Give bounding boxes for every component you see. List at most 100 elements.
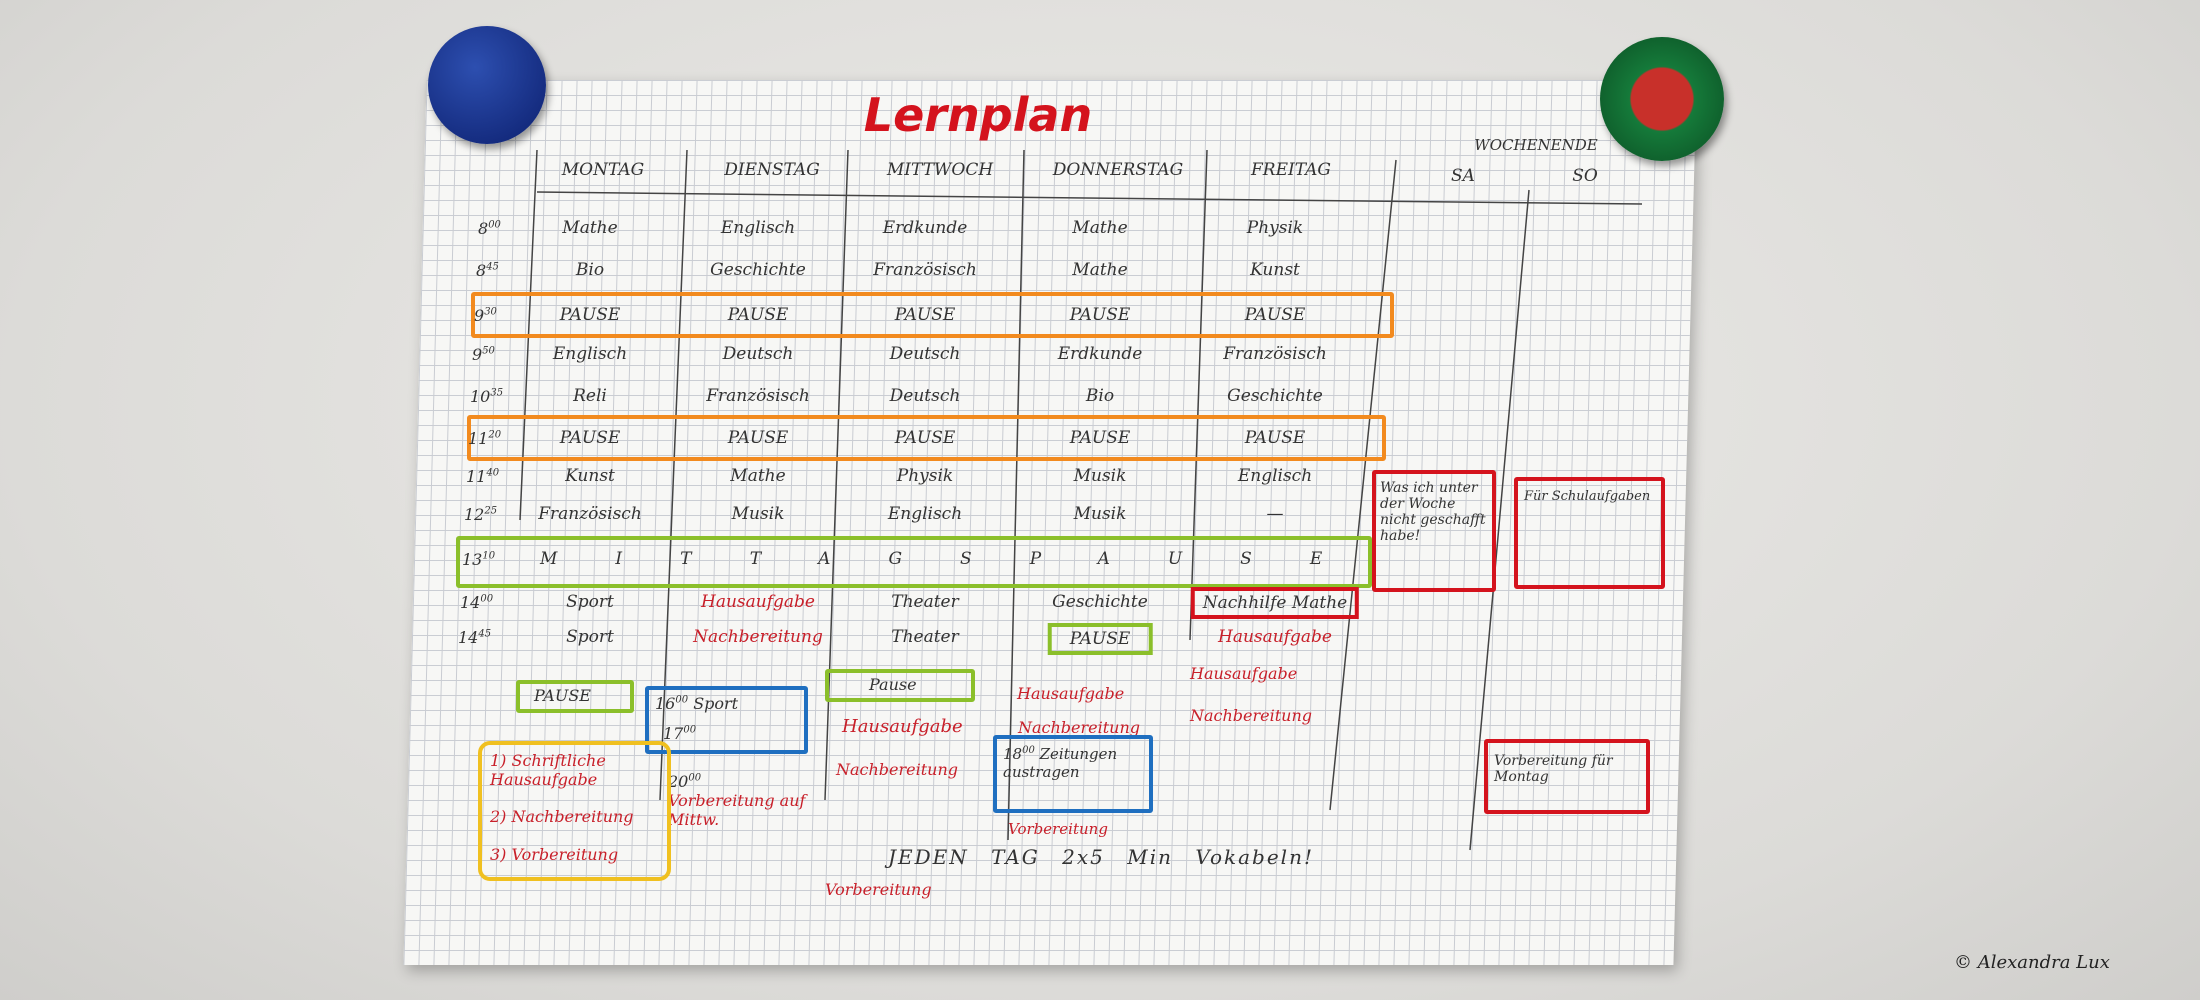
lesson: PAUSE bbox=[1069, 428, 1131, 448]
column-line bbox=[824, 149, 849, 801]
time-hour: 9 bbox=[474, 306, 485, 325]
lesson: — bbox=[1266, 504, 1284, 524]
note: 1800 Zeitungen austragen bbox=[1003, 745, 1143, 781]
lesson: Theater bbox=[891, 592, 959, 612]
time-hour: 11 bbox=[466, 467, 487, 486]
lesson: PAUSE bbox=[1244, 305, 1306, 325]
note: Vorbereitung auf Mittw. bbox=[668, 791, 806, 829]
lesson: PAUSE bbox=[559, 428, 621, 448]
time-min: 00 bbox=[488, 219, 501, 231]
lesson: Nachbereitung bbox=[693, 627, 823, 647]
time-min: 20 bbox=[488, 429, 502, 441]
credit: © Alexandra Lux bbox=[1954, 952, 2110, 973]
day-header: DONNERSTAG bbox=[1052, 160, 1184, 180]
column-line bbox=[1329, 159, 1397, 811]
lesson: Bio bbox=[575, 260, 605, 280]
time-min: 50 bbox=[482, 345, 495, 357]
time-label: 1310 bbox=[462, 550, 495, 569]
time-min: 40 bbox=[486, 467, 500, 479]
lesson: Sport bbox=[566, 627, 614, 647]
header-line bbox=[536, 191, 1643, 205]
note: Vorbereitung bbox=[1008, 820, 1108, 838]
time-min: 45 bbox=[486, 261, 499, 273]
lesson: PAUSE bbox=[559, 305, 621, 325]
lesson: Erdkunde bbox=[1057, 344, 1143, 364]
time-hour: 8 bbox=[476, 261, 487, 280]
lesson: Sport bbox=[566, 592, 614, 612]
lesson: Bio bbox=[1085, 386, 1115, 406]
lesson: Französisch bbox=[706, 386, 810, 406]
lesson: Hausaufgabe bbox=[1218, 627, 1332, 647]
lesson: Mathe bbox=[1072, 218, 1128, 238]
time-min: 00 bbox=[480, 593, 494, 605]
lesson: Französisch bbox=[873, 260, 977, 280]
lesson: PAUSE bbox=[1069, 305, 1131, 325]
time-label: 1400 bbox=[460, 593, 493, 612]
pause-box: Pause bbox=[825, 669, 975, 702]
lesson: Englisch bbox=[552, 344, 628, 364]
lesson: Geschichte bbox=[1052, 592, 1148, 612]
time-label: 845 bbox=[476, 261, 499, 280]
blue-magnet bbox=[428, 26, 546, 144]
lesson: PAUSE bbox=[727, 305, 789, 325]
note: PAUSE bbox=[534, 686, 591, 705]
time-hour: 17 bbox=[663, 724, 684, 743]
footer-note: JEDEN TAG 2x5 Min Vokabeln! bbox=[888, 845, 1314, 869]
time-label: 1140 bbox=[466, 467, 499, 486]
note: Für Schulaufgaben bbox=[1524, 489, 1651, 504]
lesson: Geschichte bbox=[710, 260, 806, 280]
time-hour: 10 bbox=[470, 387, 491, 406]
note: 2000 Vorbereitung auf Mittw. bbox=[668, 772, 808, 829]
day-header: SA bbox=[1451, 166, 1475, 186]
lesson: Physik bbox=[1246, 218, 1304, 238]
highlight-band bbox=[467, 415, 1386, 461]
note: Hausaufgabe bbox=[1190, 664, 1298, 683]
time-hour: 8 bbox=[478, 219, 489, 238]
note: Hausaufgabe bbox=[842, 716, 963, 737]
lesson: Englisch bbox=[887, 504, 963, 524]
time-min: 00 bbox=[688, 772, 702, 784]
weekend-box: Vorbereitung für Montag bbox=[1484, 739, 1650, 814]
lesson: Theater bbox=[891, 627, 959, 647]
lunch-break: MITTAGSPAUSE bbox=[540, 549, 1381, 569]
time-hour: 18 bbox=[1003, 745, 1023, 763]
time-min: 45 bbox=[478, 628, 492, 640]
time-hour: 20 bbox=[668, 772, 689, 791]
time-label: 950 bbox=[472, 345, 495, 364]
note: Vorbereitung für Montag bbox=[1494, 753, 1613, 785]
lesson: Kunst bbox=[565, 466, 615, 486]
time-hour: 9 bbox=[472, 345, 483, 364]
column-line bbox=[1007, 149, 1025, 841]
green-magnet bbox=[1600, 37, 1724, 161]
lesson: Hausaufgabe bbox=[701, 592, 815, 612]
lesson: Erdkunde bbox=[882, 218, 968, 238]
legend-box: 1) Schriftliche Hausaufgabe 2) Nachberei… bbox=[478, 741, 671, 881]
time-min: 00 bbox=[675, 694, 689, 706]
time-hour: 16 bbox=[655, 694, 676, 713]
lesson: Deutsch bbox=[722, 344, 794, 364]
note: Pause bbox=[869, 675, 917, 694]
time-min: 10 bbox=[482, 550, 496, 562]
time-min: 25 bbox=[484, 505, 498, 517]
time-hour: 14 bbox=[458, 628, 479, 647]
lesson: PAUSE bbox=[1244, 428, 1306, 448]
lesson: PAUSE bbox=[727, 428, 789, 448]
lesson: Geschichte bbox=[1227, 386, 1323, 406]
time-hour: 12 bbox=[464, 505, 485, 524]
note: Hausaufgabe bbox=[1017, 684, 1125, 703]
lesson: Englisch bbox=[720, 218, 796, 238]
column-line bbox=[1189, 149, 1208, 641]
note: Was ich unter der Woche nicht geschafft … bbox=[1380, 480, 1486, 544]
day-header: MITTWOCH bbox=[886, 160, 994, 180]
note: Sport bbox=[693, 694, 739, 713]
day-header: MONTAG bbox=[561, 160, 645, 180]
lesson: Physik bbox=[896, 466, 954, 486]
time-min: 00 bbox=[1022, 745, 1035, 756]
lesson: Deutsch bbox=[889, 344, 961, 364]
note: Zeitungen austragen bbox=[1003, 745, 1118, 781]
lesson: Musik bbox=[1073, 466, 1127, 486]
time-label: 800 bbox=[478, 219, 501, 238]
time-label: 1120 bbox=[468, 429, 501, 448]
note: Nachbereitung bbox=[1018, 718, 1141, 737]
lesson: Mathe bbox=[730, 466, 786, 486]
